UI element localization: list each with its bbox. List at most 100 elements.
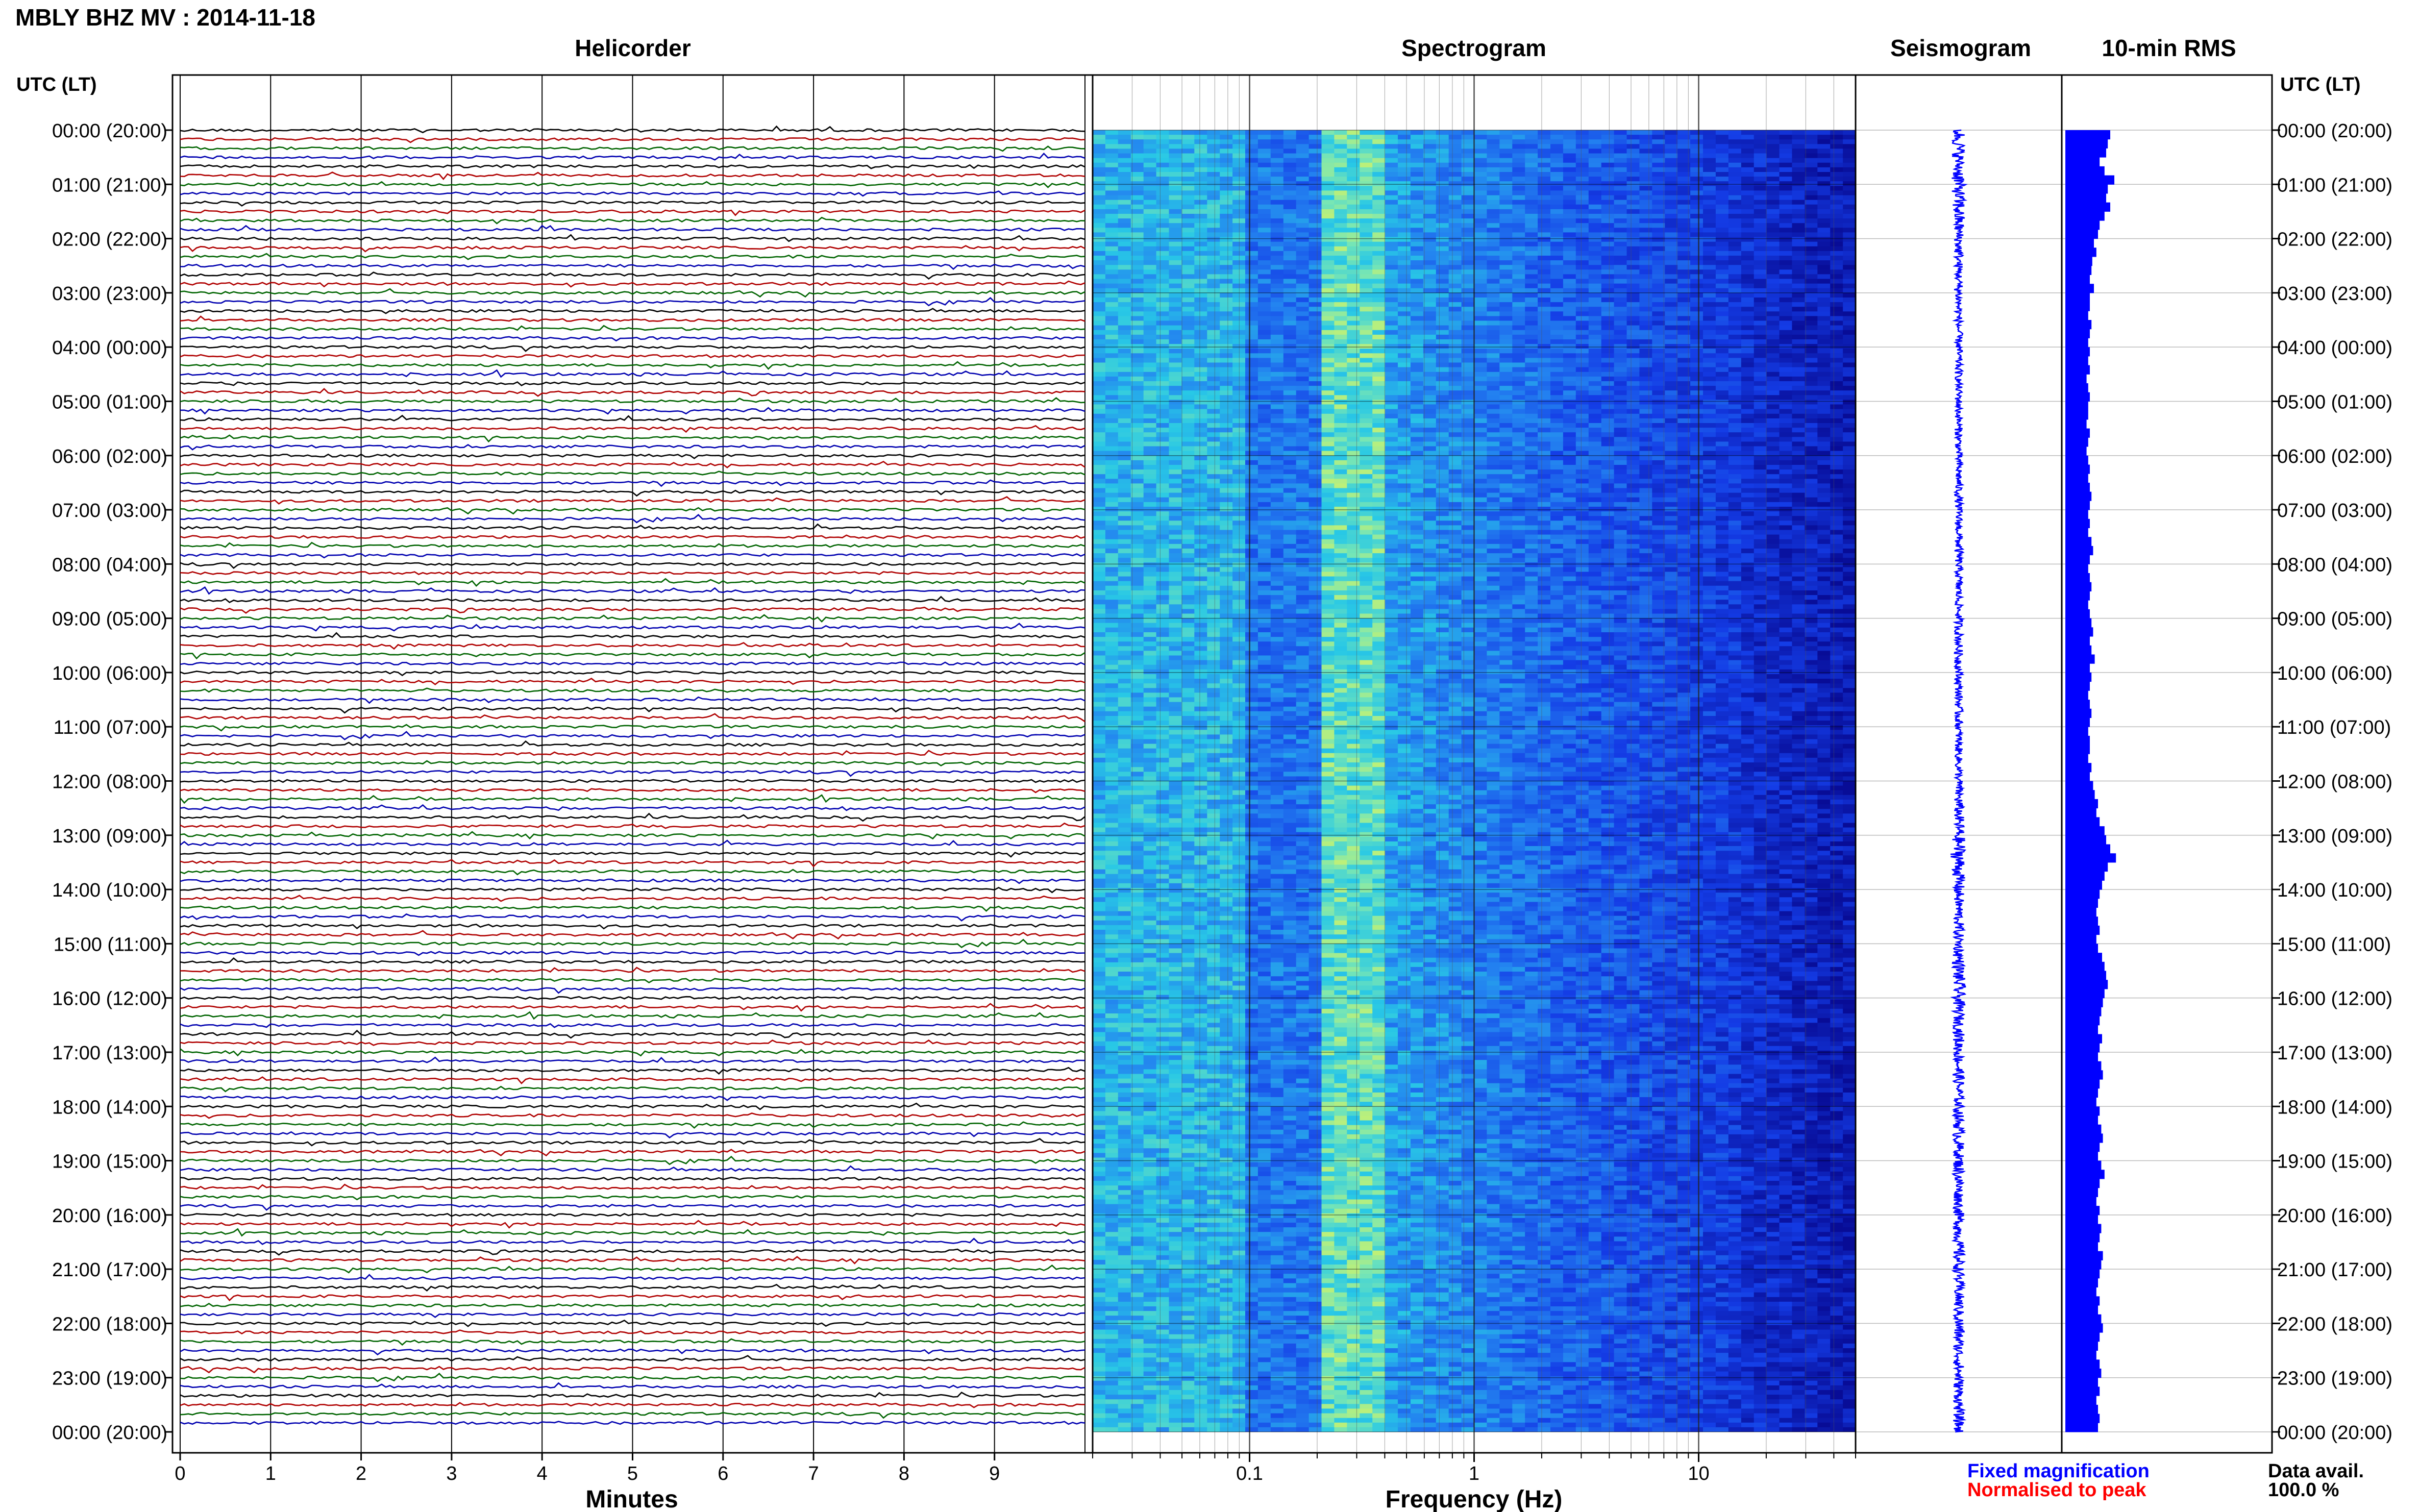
- spectrogram-cell: [1169, 1093, 1182, 1098]
- spectrogram-cell: [1309, 1069, 1322, 1074]
- spectrogram-cell: [1156, 1278, 1170, 1283]
- spectrogram-cell: [1309, 1148, 1322, 1153]
- spectrogram-cell: [1207, 590, 1220, 596]
- spectrogram-cell: [1144, 200, 1157, 205]
- spectrogram-cell: [1296, 1162, 1310, 1168]
- spectrogram-cell: [1194, 1204, 1207, 1209]
- spectrogram-cell: [1093, 1381, 1106, 1386]
- spectrogram-cell: [1258, 776, 1271, 781]
- spectrogram-cell: [1207, 925, 1220, 930]
- spectrogram-cell: [1105, 1316, 1119, 1321]
- spectrogram-cell: [1144, 716, 1157, 721]
- spectrogram-cell: [1309, 860, 1322, 865]
- spectrogram-cell: [1181, 530, 1195, 535]
- spectrogram-cell: [1105, 284, 1119, 289]
- spectrogram-cell: [1194, 414, 1207, 419]
- spectrogram-cell: [1105, 205, 1119, 210]
- spectrogram-cell: [1220, 483, 1233, 488]
- spectrogram-cell: [1093, 1125, 1106, 1130]
- spectrogram-cell: [1131, 1125, 1144, 1130]
- spectrogram-cell: [1181, 581, 1195, 586]
- spectrogram-cell: [1105, 981, 1119, 986]
- spectrogram-cell: [1156, 572, 1170, 577]
- spectrogram-cell: [1169, 1427, 1182, 1432]
- spectrogram-cell: [1144, 353, 1157, 358]
- spectrogram-cell: [1271, 985, 1284, 990]
- spectrogram-cell: [1131, 544, 1144, 549]
- spectrogram-cell: [1131, 939, 1144, 944]
- spectrogram-cell: [1131, 130, 1144, 135]
- spectrogram-cell: [1245, 1093, 1258, 1098]
- spectrogram-cell: [1296, 353, 1310, 358]
- spectrogram-cell: [1144, 516, 1157, 521]
- spectrogram-cell: [1093, 888, 1106, 893]
- spectrogram-cell: [1156, 921, 1170, 926]
- spectrogram-cell: [1131, 841, 1144, 847]
- spectrogram-cell: [1181, 1106, 1195, 1111]
- spectrogram-cell: [1105, 1302, 1119, 1307]
- spectrogram-cell: [1194, 1004, 1207, 1009]
- spectrogram-cell: [1271, 1408, 1284, 1414]
- spectrogram-cell: [1105, 214, 1119, 219]
- spectrogram-cell: [1296, 381, 1310, 386]
- figure-title: MBLY BHZ MV : 2014-11-18: [15, 4, 315, 31]
- spectrogram-cell: [1131, 698, 1144, 703]
- spectrogram-cell: [1245, 1353, 1258, 1358]
- spectrogram-cell: [1220, 1097, 1233, 1102]
- spectrogram-cell: [1271, 158, 1284, 163]
- spectrogram-cell: [1181, 1395, 1195, 1400]
- spectrogram-cell: [1245, 1116, 1258, 1121]
- spectrogram-cell: [1144, 902, 1157, 907]
- spectrogram-cell: [1194, 600, 1207, 605]
- spectrogram-cell: [1220, 1381, 1233, 1386]
- spectrogram-cell: [1220, 1399, 1233, 1404]
- spectrogram-cell: [1220, 1055, 1233, 1060]
- spectrogram-cell: [1309, 390, 1322, 395]
- spectrogram-cell: [1118, 447, 1131, 452]
- spectrogram-cell: [1105, 144, 1119, 149]
- spectrogram-cell: [1181, 823, 1195, 828]
- spectrogram-cell: [1207, 242, 1220, 247]
- spectrogram-cell: [1296, 925, 1310, 930]
- spectrogram-cell: [1105, 1102, 1119, 1107]
- spectrogram-cell: [1181, 837, 1195, 842]
- spectrogram-cell: [1271, 269, 1284, 275]
- spectrogram-cell: [1144, 581, 1157, 586]
- spectrogram-cell: [1220, 414, 1233, 419]
- spectrogram-cell: [1258, 428, 1271, 433]
- spectrogram-cell: [1283, 1344, 1297, 1349]
- spectrogram-cell: [1131, 1232, 1144, 1237]
- spectrogram-cell: [1093, 1060, 1106, 1065]
- spectrogram-cell: [1207, 665, 1220, 670]
- spectrogram-cell: [1220, 1316, 1233, 1321]
- spectrogram-cell: [1271, 172, 1284, 177]
- spectrogram-cell: [1207, 721, 1220, 726]
- spectrogram-cell: [1245, 795, 1258, 800]
- spectrogram-cell: [1194, 298, 1207, 303]
- spectrogram-cell: [1271, 1060, 1284, 1065]
- spectrogram-cell: [1271, 1223, 1284, 1228]
- spectrogram-cell: [1156, 163, 1170, 168]
- spectrogram-cell: [1118, 223, 1131, 228]
- spectrogram-cell: [1169, 818, 1182, 823]
- spectrogram-cell: [1220, 995, 1233, 1000]
- spectrogram-cell: [1156, 614, 1170, 619]
- spectrogram-cell: [1156, 930, 1170, 935]
- spectrogram-cell: [1258, 581, 1271, 586]
- spectrogram-cell: [1258, 1320, 1271, 1325]
- spectrogram-cell: [1181, 335, 1195, 340]
- spectrogram-cell: [1258, 921, 1271, 926]
- spectrogram-cell: [1245, 1200, 1258, 1205]
- spectrogram-cell: [1220, 1181, 1233, 1186]
- spectrogram-cell: [1245, 251, 1258, 256]
- spectrogram-cell: [1169, 432, 1182, 437]
- spectrogram-cell: [1296, 949, 1310, 954]
- spectrogram-cell: [1220, 525, 1233, 530]
- spectrogram-cell: [1118, 386, 1131, 391]
- spectrogram-cell: [1271, 469, 1284, 475]
- spectrogram-cell: [1245, 595, 1258, 600]
- spectrogram-cell: [1245, 683, 1258, 688]
- spectrogram-cell: [1296, 1255, 1310, 1260]
- spectrogram-cell: [1144, 614, 1157, 619]
- spectrogram-cell: [1207, 186, 1220, 191]
